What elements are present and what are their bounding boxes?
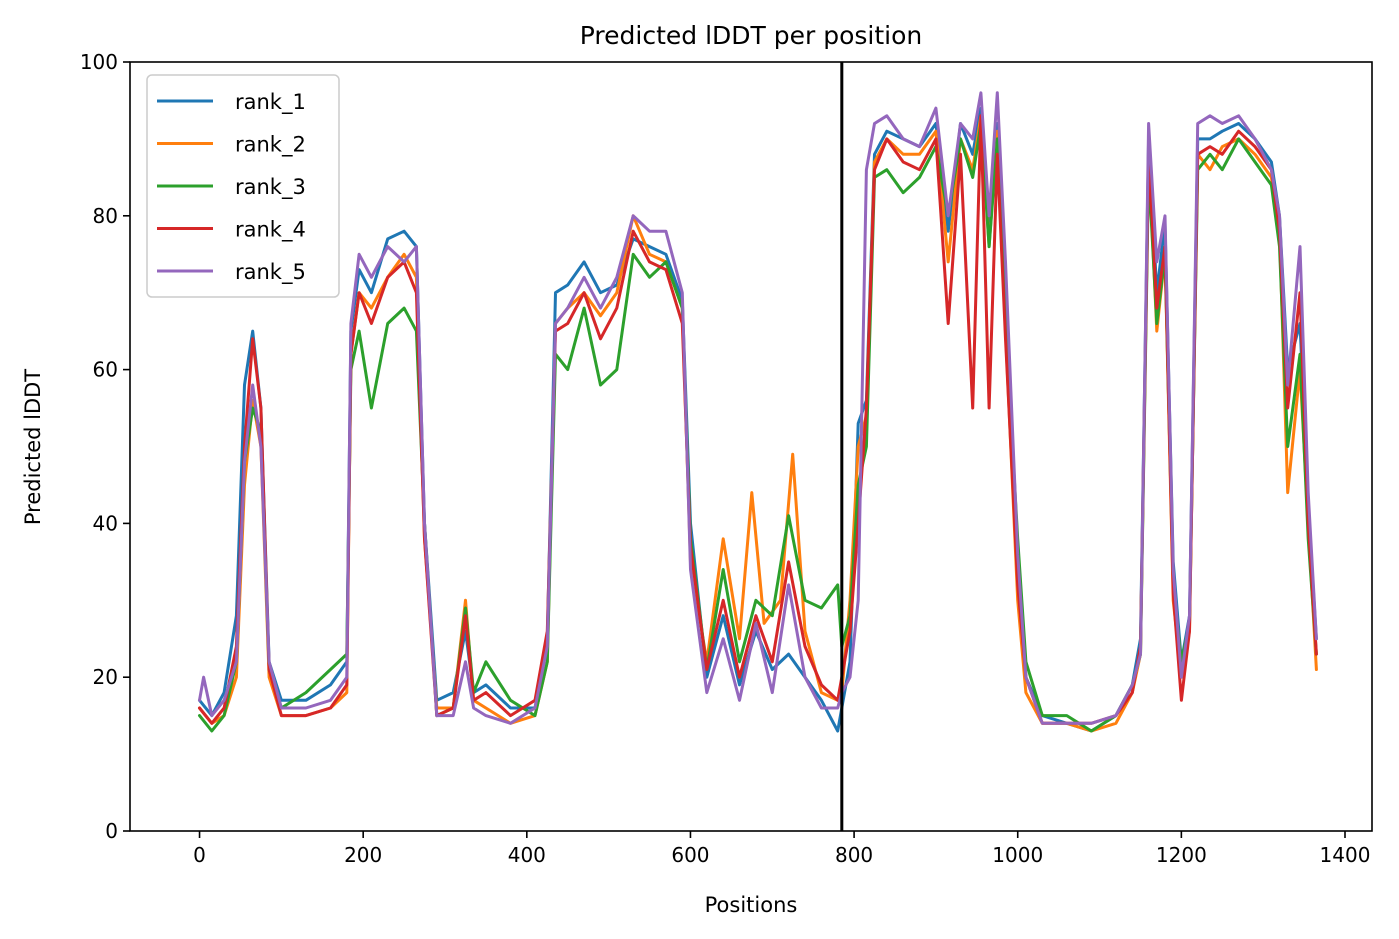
y-axis: 0 20 40 60 80 100: [80, 50, 130, 843]
x-tick-label: 200: [344, 843, 382, 867]
series-line-rank_4: [198, 114, 1318, 725]
legend-label-rank_5: rank_5: [235, 260, 306, 285]
x-tick-label: 600: [671, 843, 709, 867]
x-tick-label: 0: [193, 843, 206, 867]
series-lines: [198, 91, 1318, 733]
legend-label-rank_1: rank_1: [235, 90, 306, 115]
x-tick-label: 1400: [1320, 843, 1371, 867]
legend: rank_1 rank_2 rank_3 rank_4 rank_5: [146, 74, 340, 298]
y-tick-label: 80: [93, 204, 118, 228]
chart-title: Predicted lDDT per position: [580, 21, 922, 50]
y-tick-label: 100: [80, 50, 118, 74]
plot-area: [129, 61, 1373, 832]
series-line-rank_5: [198, 91, 1318, 725]
x-tick-label: 1000: [992, 843, 1043, 867]
legend-label-rank_4: rank_4: [235, 218, 306, 243]
y-axis-label: Predicted lDDT: [21, 369, 45, 525]
y-tick-label: 20: [93, 665, 118, 689]
x-tick-label: 800: [835, 843, 873, 867]
x-tick-label: 400: [508, 843, 546, 867]
x-axis-label: Positions: [705, 893, 798, 917]
legend-label-rank_3: rank_3: [235, 175, 306, 200]
y-tick-label: 0: [105, 819, 118, 843]
plot-frame: [129, 61, 1373, 832]
x-axis: 0 200 400 600 800 1000 1200 1400: [193, 831, 1370, 867]
legend-box: [146, 74, 340, 298]
y-tick-label: 60: [93, 358, 118, 382]
x-tick-label: 1200: [1156, 843, 1207, 867]
legend-label-rank_2: rank_2: [235, 133, 306, 158]
y-tick-label: 40: [93, 511, 118, 535]
